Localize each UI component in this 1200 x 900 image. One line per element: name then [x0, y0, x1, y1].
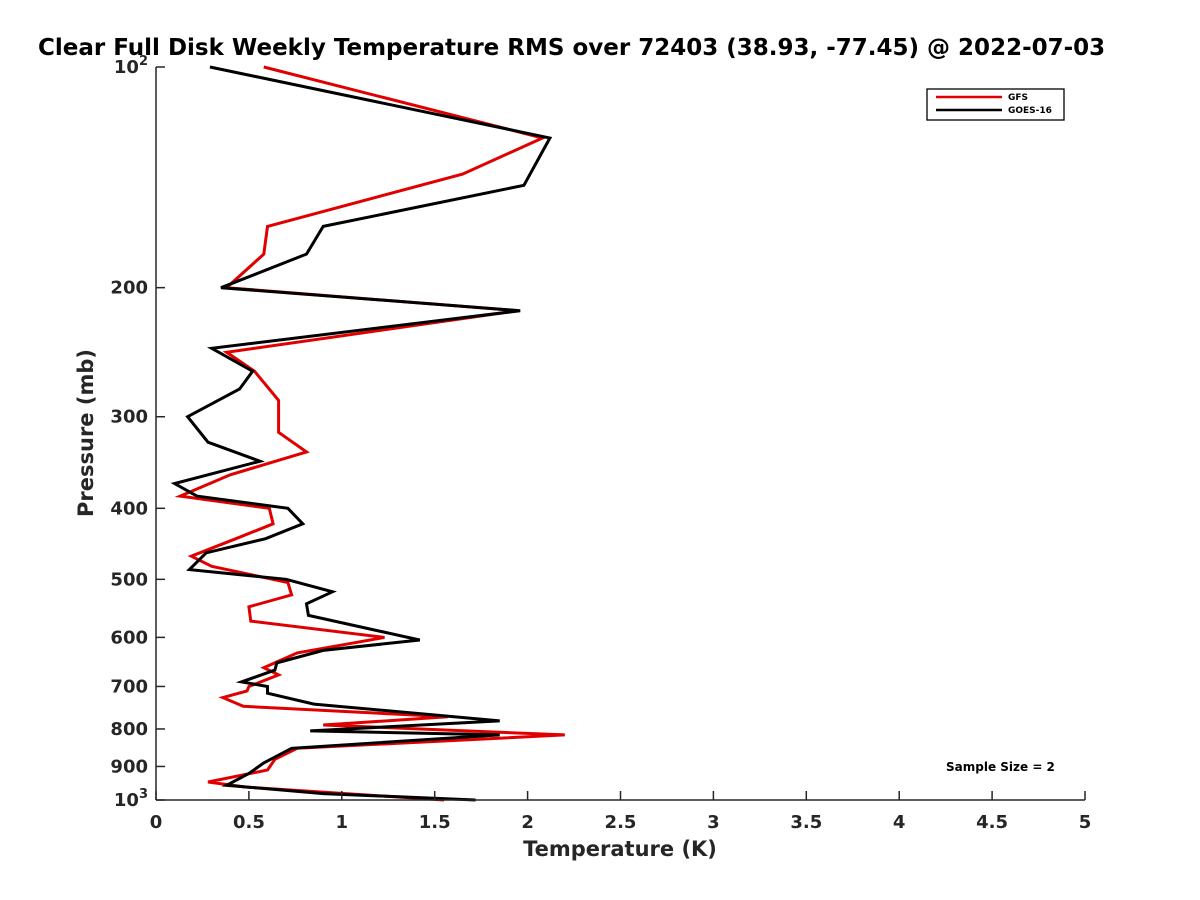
y-axis-label: Pressure (mb) [74, 349, 98, 517]
y-tick-label: 300 [110, 407, 148, 428]
x-tick-label: 2.5 [605, 812, 637, 833]
x-axis-ticks: 0 0.5 1 1.5 2 2.5 3 3.5 4 4.5 5 [150, 791, 1092, 833]
chart-title: Clear Full Disk Weekly Temperature RMS o… [38, 35, 1105, 61]
x-tick-label: 2 [521, 812, 534, 833]
plot-lines [170, 65, 565, 802]
sample-size-annotation: Sample Size = 2 [946, 760, 1055, 774]
y-tick-label: 500 [110, 569, 148, 590]
y-tick-label: 102 [114, 54, 148, 78]
x-tick-label: 3 [707, 812, 720, 833]
x-tick-label: 1 [336, 812, 349, 833]
legend-label-gfs: GFS [1008, 93, 1028, 103]
y-tick-label: 700 [110, 676, 148, 697]
y-tick-label: 400 [110, 498, 148, 519]
x-tick-label: 5 [1079, 812, 1092, 833]
y-tick-label: 103 [114, 787, 148, 811]
y-tick-label: 200 [110, 278, 148, 299]
x-tick-label: 1.5 [419, 812, 451, 833]
legend-box [926, 88, 1065, 121]
x-axis-label: Temperature (K) [523, 837, 717, 861]
x-tick-label: 3.5 [790, 812, 822, 833]
legend-label-goes16: GOES-16 [1008, 106, 1052, 116]
legend: GFS GOES-16 [926, 88, 1065, 121]
x-tick-label: 0 [150, 812, 163, 833]
x-tick-label: 4.5 [976, 812, 1008, 833]
y-tick-label: 900 [110, 756, 148, 777]
x-tick-label: 4 [893, 812, 906, 833]
series-line-gfs [174, 65, 565, 802]
y-tick-label: 600 [110, 627, 148, 648]
series-line-goes16 [170, 65, 553, 802]
x-tick-label: 0.5 [233, 812, 265, 833]
y-axis-ticks: 102 200 300 400 500 600 700 800 900 103 [110, 54, 165, 811]
y-tick-label: 800 [110, 719, 148, 740]
